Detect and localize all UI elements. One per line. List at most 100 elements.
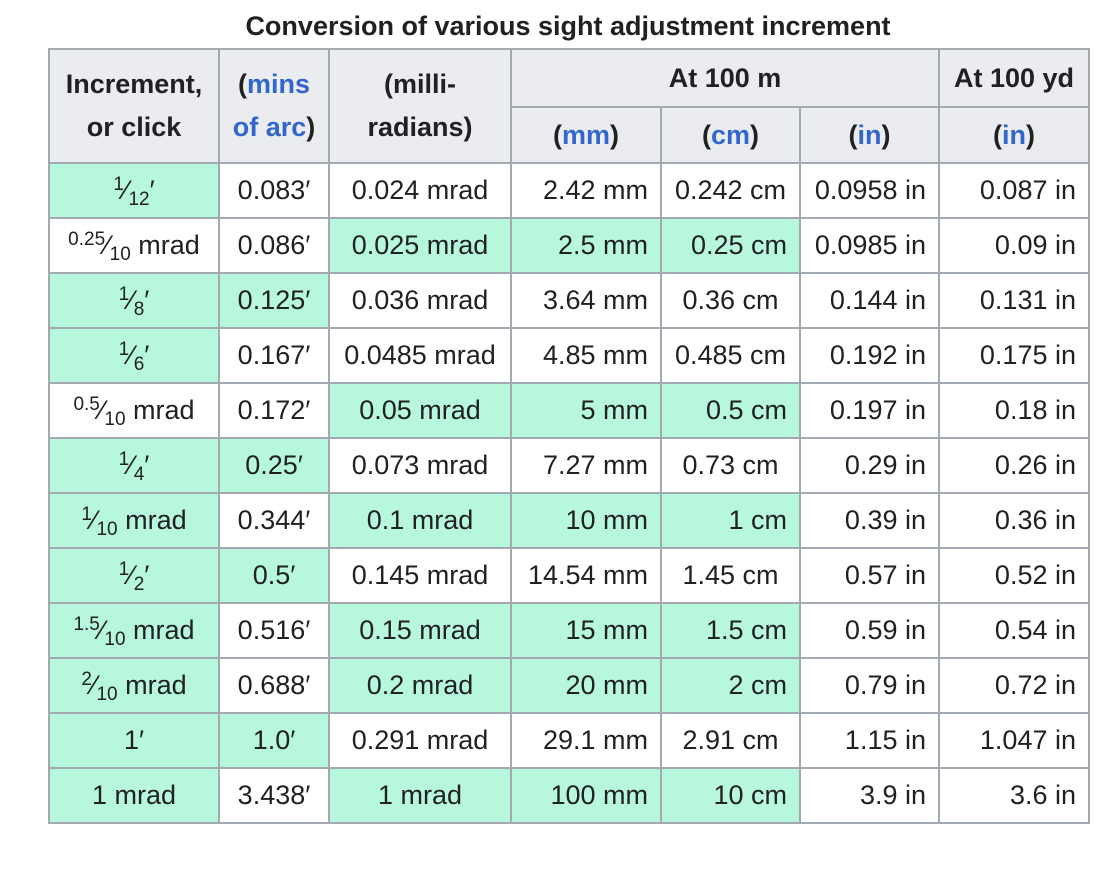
of-arc-link[interactable]: of arc [232,112,307,142]
fraction-slash: ⁄ [129,450,134,480]
cm-cell: 2.91 cm [660,712,801,769]
increment-cell: 0.25⁄10 mrad [48,217,220,274]
fraction-denominator: 4 [133,464,145,485]
in-100yd-cell: 3.6 in [938,767,1090,824]
fraction-slash: ⁄ [99,615,105,645]
cm-cell: 1.45 cm [660,547,801,604]
fraction-slash: ⁄ [129,285,134,315]
fraction-numerator: 1 [118,339,130,360]
in-100yd-cell: 0.72 in [938,657,1090,714]
in-100yd-cell: 0.26 in [938,437,1090,494]
table-row: 1⁄6′ 0.167′ 0.0485 mrad 4.85 mm 0.485 cm 0.19… [48,327,1090,384]
in-yd-link[interactable]: in [1002,119,1026,150]
cm-link[interactable]: cm [710,119,751,150]
cm-cell: 0.73 cm [660,437,801,494]
mrad-cell: 0.024 mrad [328,162,512,219]
fraction-denominator: 6 [133,354,145,375]
fraction-numerator: 0.25 [68,229,106,250]
in-link[interactable]: in [857,119,882,150]
in-100yd-cell: 0.131 in [938,272,1090,329]
fraction-numerator: 1 [118,284,130,305]
header-mm: (mm) [510,106,662,164]
cm-cell: 0.485 cm [660,327,801,384]
increment-cell: 1 mrad [48,767,220,824]
fraction-numerator: 0.5 [73,394,100,415]
header-in: (in) [799,106,940,164]
increment-cell: 2⁄10 mrad [48,657,220,714]
increment-unit: ′ [149,175,155,205]
fraction-denominator: 8 [133,299,145,320]
in-100yd-cell: 0.52 in [938,547,1090,604]
table-row: 0.5⁄10 mrad 0.172′ 0.05 mrad 5 mm 0.5 cm 0.19… [48,382,1090,439]
mm-link[interactable]: mm [561,119,610,150]
mm-cell: 5 mm [510,382,662,439]
fraction-slash: ⁄ [123,175,129,205]
table-row: 1⁄12′ 0.083′ 0.024 mrad 2.42 mm 0.242 cm 0.09… [48,162,1090,219]
increment-unit: ′ [144,285,150,315]
fraction-slash: ⁄ [105,230,110,260]
moa-cell: 0.125′ [218,272,330,329]
fraction-denominator: 10 [96,519,118,540]
mm-cell: 100 mm [510,767,662,824]
increment-unit: ′ [144,340,150,370]
table-row: 2⁄10 mrad 0.688′ 0.2 mrad 20 mm 2 cm 0.79 in 0… [48,657,1090,714]
in-cell: 0.59 in [799,602,940,659]
fraction-numerator: 1 [81,504,92,525]
cm-cell: 0.5 cm [660,382,801,439]
cm-cell: 1 cm [660,492,801,549]
fraction-numerator: 1.5 [73,614,100,635]
fraction-slash: ⁄ [99,395,105,425]
fraction-denominator: 2 [133,574,145,595]
mins-link[interactable]: mins [246,69,311,99]
increment-cell: 1′ [48,712,220,769]
in-cell: 0.57 in [799,547,940,604]
moa-cell: 0.5′ [218,547,330,604]
moa-cell: 0.086′ [218,217,330,274]
in-100yd-cell: 0.54 in [938,602,1090,659]
in-cell: 0.29 in [799,437,940,494]
increment-unit: mrad [117,505,187,535]
increment-unit: mrad [130,230,200,260]
in-cell: 0.39 in [799,492,940,549]
table-row: 1 mrad 3.438′ 1 mrad 100 mm 10 cm 3.9 in 3.6 i… [48,767,1090,824]
mm-cell: 10 mm [510,492,662,549]
mrad-cell: 0.073 mrad [328,437,512,494]
mrad-cell: 1 mrad [328,767,512,824]
table-row: 0.25⁄10 mrad 0.086′ 0.025 mrad 2.5 mm 0.25 c… [48,217,1090,274]
mrad-cell: 0.2 mrad [328,657,512,714]
in-100yd-cell: 0.36 in [938,492,1090,549]
increment-cell: 1⁄12′ [48,162,220,219]
mrad-cell: 0.025 mrad [328,217,512,274]
header-moa: (mins of arc) [218,48,330,164]
moa-cell: 0.516′ [218,602,330,659]
increment-cell: 1.5⁄10 mrad [48,602,220,659]
fraction-denominator: 10 [104,629,126,650]
cm-cell: 1.5 cm [660,602,801,659]
cm-cell: 0.36 cm [660,272,801,329]
fraction-slash: ⁄ [91,670,97,700]
header-moa-open: ( [237,69,247,99]
mm-cell: 20 mm [510,657,662,714]
table-row: 1.5⁄10 mrad 0.516′ 0.15 mrad 15 mm 1.5 cm 0.5… [48,602,1090,659]
in-cell: 0.0958 in [799,162,940,219]
in-100yd-cell: 0.09 in [938,217,1090,274]
header-increment: Increment, or click [48,48,220,164]
mrad-cell: 0.15 mrad [328,602,512,659]
moa-cell: 0.172′ [218,382,330,439]
moa-cell: 0.083′ [218,162,330,219]
moa-cell: 0.167′ [218,327,330,384]
header-in-yd: (in) [938,106,1090,164]
header-at-100yd: At 100 yd [938,48,1090,108]
moa-cell: 0.25′ [218,437,330,494]
table-row: 1′ 1.0′ 0.291 mrad 29.1 mm 2.91 cm 1.15 in 1.0… [48,712,1090,769]
increment-cell: 1⁄10 mrad [48,492,220,549]
in-cell: 0.197 in [799,382,940,439]
increment-cell: 1⁄8′ [48,272,220,329]
in-cell: 0.0985 in [799,217,940,274]
fraction-numerator: 2 [81,669,92,690]
header-mrad-line2: radians) [367,112,473,142]
table-row: 1⁄2′ 0.5′ 0.145 mrad 14.54 mm 1.45 cm 0.57 in… [48,547,1090,604]
fraction-numerator: 1 [113,174,124,195]
header-increment-line2: or click [86,112,182,142]
increment-unit: ′ [144,560,150,590]
